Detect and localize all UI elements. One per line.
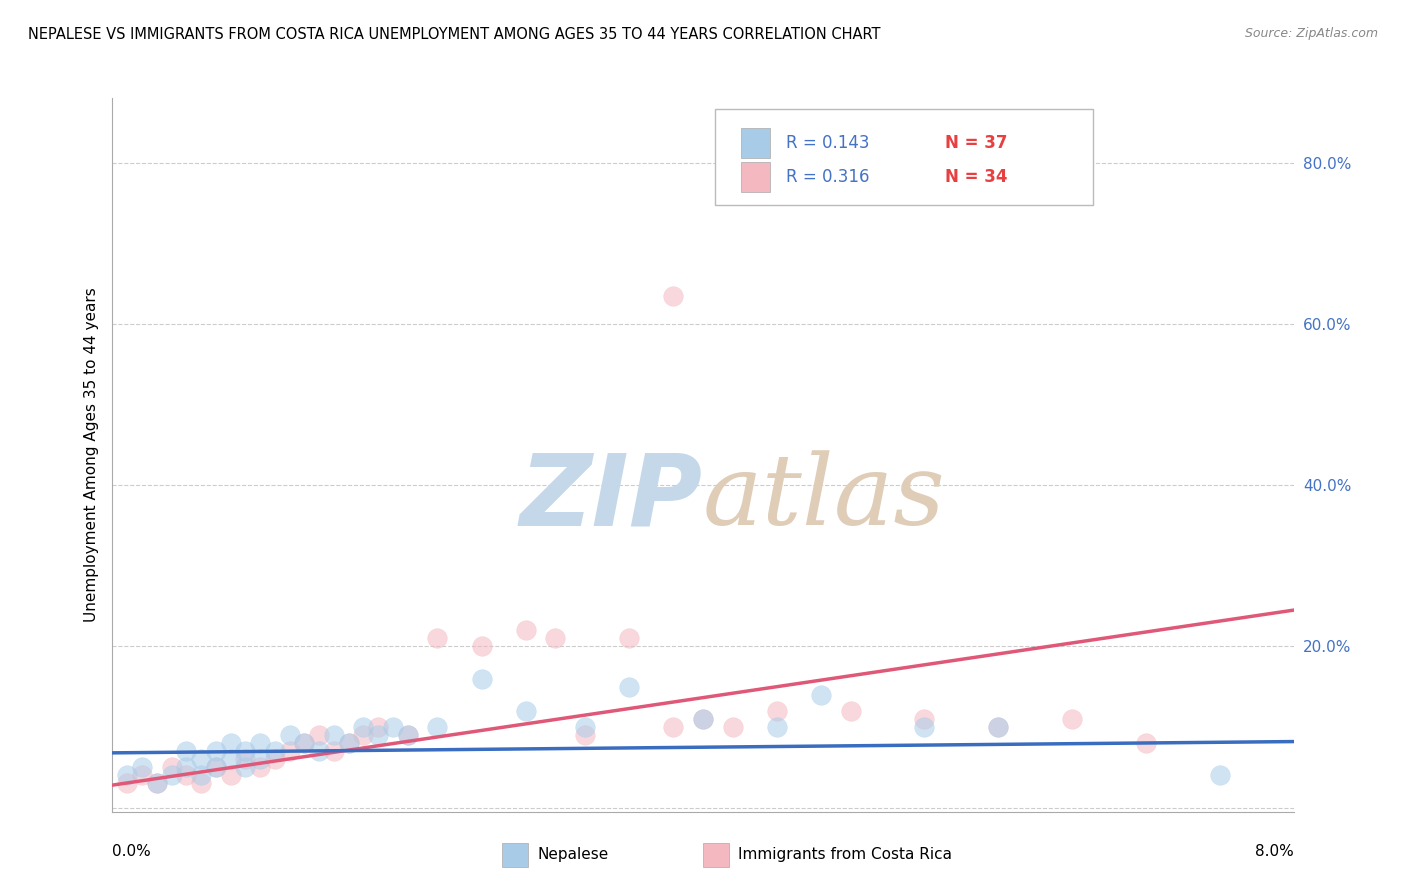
Point <box>146 776 169 790</box>
Point <box>426 720 449 734</box>
Point <box>810 688 832 702</box>
Point <box>692 712 714 726</box>
Point <box>1208 768 1232 782</box>
Point <box>308 728 330 742</box>
Point <box>1135 736 1157 750</box>
Point <box>352 728 374 742</box>
Point <box>219 736 242 750</box>
Point <box>146 776 169 790</box>
Bar <box>502 843 529 867</box>
Point <box>619 632 641 646</box>
Point <box>160 768 183 782</box>
Point <box>574 720 596 734</box>
Point <box>367 720 389 734</box>
Point <box>308 744 330 758</box>
Text: ZIP: ZIP <box>520 450 703 546</box>
Point <box>337 736 360 750</box>
Text: 0.0%: 0.0% <box>112 844 152 859</box>
Point <box>233 744 256 758</box>
Text: N = 34: N = 34 <box>945 168 1008 186</box>
Point <box>839 704 862 718</box>
Point <box>515 704 537 718</box>
Point <box>396 728 419 742</box>
Point <box>471 640 494 654</box>
Point <box>662 720 685 734</box>
Point <box>292 736 315 750</box>
Point <box>987 720 1010 734</box>
Point <box>160 760 183 774</box>
Point <box>233 760 256 774</box>
FancyBboxPatch shape <box>714 109 1092 205</box>
Point <box>190 776 212 790</box>
Point <box>205 760 228 774</box>
Point <box>544 632 567 646</box>
Point <box>574 728 596 742</box>
Point <box>174 744 197 758</box>
Point <box>278 744 301 758</box>
Point <box>619 680 641 694</box>
Point <box>190 752 212 766</box>
Point <box>987 720 1010 734</box>
Point <box>219 768 242 782</box>
Text: Immigrants from Costa Rica: Immigrants from Costa Rica <box>738 847 952 862</box>
Point <box>174 760 197 774</box>
Point <box>131 760 153 774</box>
Text: NEPALESE VS IMMIGRANTS FROM COSTA RICA UNEMPLOYMENT AMONG AGES 35 TO 44 YEARS CO: NEPALESE VS IMMIGRANTS FROM COSTA RICA U… <box>28 27 880 42</box>
Text: Nepalese: Nepalese <box>537 847 609 862</box>
Point <box>278 728 301 742</box>
Point <box>382 720 405 734</box>
Text: N = 37: N = 37 <box>945 134 1008 152</box>
Point <box>264 744 287 758</box>
Point <box>426 632 449 646</box>
Point <box>662 288 685 302</box>
Point <box>367 728 389 742</box>
Point <box>249 736 271 750</box>
Point <box>914 720 936 734</box>
Text: atlas: atlas <box>703 450 946 545</box>
Point <box>765 720 787 734</box>
Point <box>219 752 242 766</box>
Point <box>323 744 346 758</box>
Point <box>692 712 714 726</box>
Point <box>249 760 271 774</box>
Text: Source: ZipAtlas.com: Source: ZipAtlas.com <box>1244 27 1378 40</box>
Point <box>721 720 744 734</box>
Point <box>337 736 360 750</box>
Text: R = 0.143: R = 0.143 <box>786 134 869 152</box>
Point <box>765 704 787 718</box>
Point <box>174 768 197 782</box>
Point <box>117 776 138 790</box>
Point <box>205 744 228 758</box>
Point <box>233 752 256 766</box>
Point <box>131 768 153 782</box>
Point <box>352 720 374 734</box>
Bar <box>703 843 728 867</box>
Point <box>914 712 936 726</box>
Bar <box>741 128 770 158</box>
Point <box>396 728 419 742</box>
Point <box>117 768 138 782</box>
Point <box>190 768 212 782</box>
Text: R = 0.316: R = 0.316 <box>786 168 869 186</box>
Point <box>515 624 537 638</box>
Point <box>471 672 494 686</box>
Point <box>323 728 346 742</box>
Text: 8.0%: 8.0% <box>1254 844 1294 859</box>
Point <box>264 752 287 766</box>
Point <box>292 736 315 750</box>
Y-axis label: Unemployment Among Ages 35 to 44 years: Unemployment Among Ages 35 to 44 years <box>83 287 98 623</box>
Bar <box>741 161 770 192</box>
Point <box>1062 712 1084 726</box>
Point <box>205 760 228 774</box>
Point <box>249 752 271 766</box>
